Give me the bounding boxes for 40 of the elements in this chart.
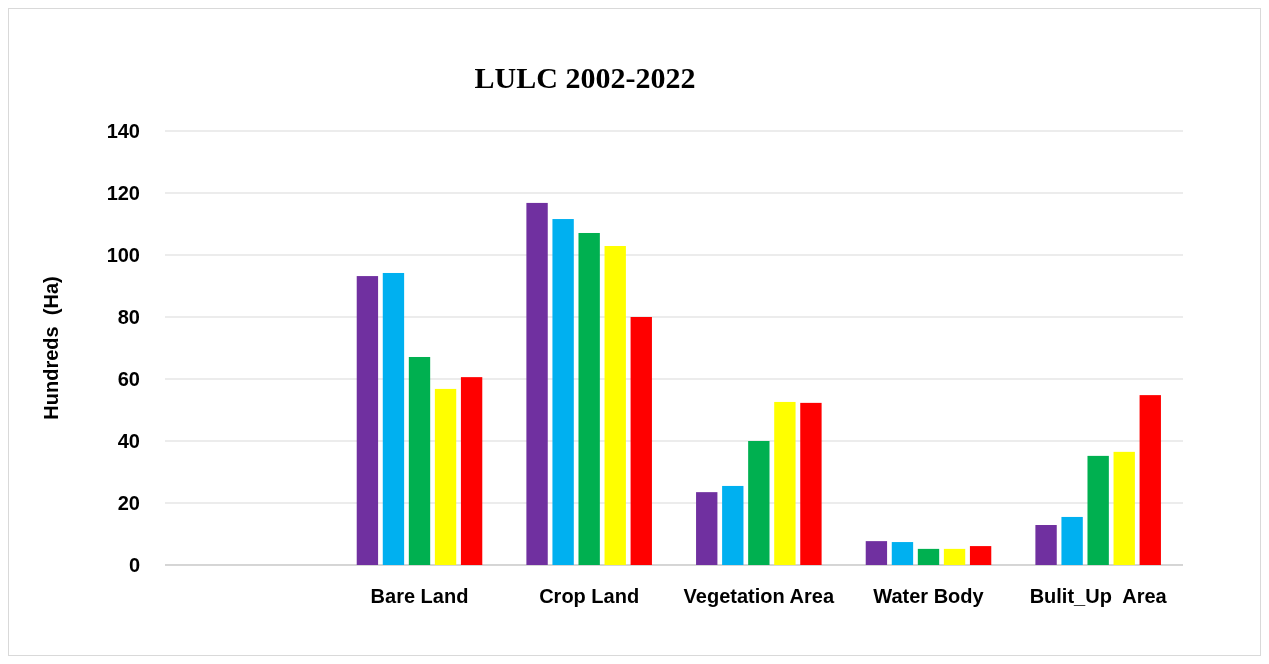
- y-tick-label: 60: [117, 368, 140, 390]
- y-tick-label: 20: [117, 492, 140, 514]
- chart-title: LULC 2002-2022: [474, 61, 696, 94]
- y-tick-label: 0: [128, 554, 140, 576]
- bar: [434, 388, 457, 565]
- bar: [1113, 451, 1135, 565]
- bar: [526, 202, 548, 565]
- bar: [969, 546, 992, 565]
- x-tick-label: Bare Land: [370, 585, 469, 607]
- bar: [604, 246, 626, 565]
- bar: [356, 276, 379, 565]
- bar: [891, 542, 914, 565]
- bar: [1087, 455, 1109, 565]
- y-tick-label: 80: [117, 306, 140, 328]
- bar: [696, 492, 718, 565]
- x-tick-label: Bulit_Up Area: [1029, 585, 1168, 607]
- bar: [748, 441, 770, 565]
- bar: [408, 356, 431, 565]
- bar: [1035, 525, 1057, 565]
- x-tick-label: Crop Land: [539, 585, 640, 607]
- bar: [865, 541, 888, 565]
- bar: [800, 402, 822, 565]
- bar: [552, 219, 574, 565]
- y-axis-title: Hundreds (Ha): [40, 276, 62, 420]
- bar: [1061, 516, 1083, 565]
- x-tick-label: Vegetation Area: [683, 585, 835, 607]
- bar: [774, 401, 796, 565]
- bar: [578, 232, 600, 565]
- bar: [460, 377, 483, 565]
- bar: [1139, 395, 1161, 565]
- bar: [943, 548, 966, 565]
- y-tick-label: 40: [117, 430, 140, 452]
- x-tick-label: Water Body: [873, 585, 985, 607]
- bar: [382, 272, 405, 565]
- y-tick-label: 140: [106, 120, 140, 142]
- bar: [722, 485, 744, 565]
- bar: [917, 548, 940, 565]
- y-tick-label: 100: [106, 244, 140, 266]
- bar: [630, 317, 652, 565]
- y-tick-label: 120: [106, 182, 140, 204]
